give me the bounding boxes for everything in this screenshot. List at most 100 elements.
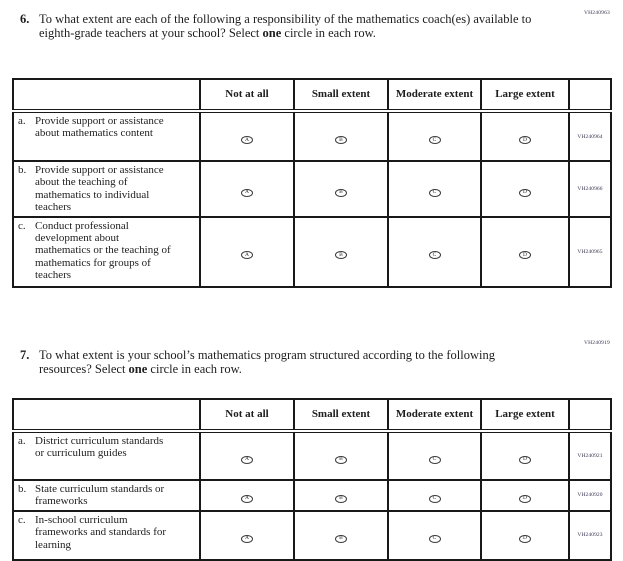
row-label-text: In-school curriculum frameworks and stan… [35, 513, 167, 551]
row-label: b. State curriculum standards or framewor… [12, 479, 201, 512]
row-code: VH240966 [568, 160, 612, 218]
row-label-text: State curriculum standards or frameworks [35, 483, 165, 508]
header-code-column [568, 78, 612, 113]
cell-small-extent: B [293, 479, 389, 512]
header-code-column [568, 398, 612, 433]
cell-moderate-extent: C [387, 215, 482, 288]
question-number: 6. [20, 12, 30, 26]
cell-large-extent: D [480, 215, 570, 288]
row-letter: b. [18, 483, 27, 495]
question-code: VH240963 [583, 10, 610, 16]
column-header-small-extent: Small extent [293, 398, 389, 433]
cell-large-extent: D [480, 110, 570, 162]
row-letter: a. [18, 435, 26, 447]
row-label: c. Conduct professional development about… [12, 215, 201, 288]
answer-bubble-not-at-all[interactable]: A [241, 495, 253, 504]
cell-not-at-all: A [199, 110, 295, 162]
answer-bubble-large-extent[interactable]: D [519, 136, 531, 145]
answer-bubble-small-extent[interactable]: B [335, 188, 347, 197]
column-header-large-extent: Large extent [480, 78, 570, 113]
answer-bubble-moderate-extent[interactable]: C [428, 251, 441, 260]
answer-bubble-not-at-all[interactable]: A [241, 455, 253, 464]
answer-bubble-not-at-all[interactable]: A [241, 535, 253, 544]
row-label: a. District curriculum standards or curri… [12, 430, 201, 481]
cell-moderate-extent: C [387, 110, 482, 162]
question-text: To what extent are each of the following… [39, 12, 538, 40]
cell-not-at-all: A [199, 160, 295, 218]
q7-row-a: a. District curriculum standards or curri… [12, 430, 612, 481]
cell-large-extent: D [480, 160, 570, 218]
row-label-text: Provide support or assistance about math… [35, 115, 164, 140]
answer-bubble-large-extent[interactable]: D [519, 495, 531, 504]
row-label: c. In-school curriculum frameworks and st… [12, 509, 201, 561]
question-code: VH240919 [583, 340, 610, 346]
answer-bubble-small-extent[interactable]: B [335, 535, 347, 544]
answer-bubble-moderate-extent[interactable]: C [428, 495, 441, 504]
column-header-not-at-all: Not at all [199, 398, 295, 433]
q7-row-c: c. In-school curriculum frameworks and st… [12, 509, 612, 561]
cell-moderate-extent: C [387, 160, 482, 218]
cell-small-extent: B [293, 430, 389, 481]
cell-small-extent: B [293, 215, 389, 288]
answer-bubble-large-extent[interactable]: D [519, 251, 531, 260]
row-label-text: Conduct professional development about m… [35, 219, 171, 282]
row-code: VH240923 [568, 509, 612, 561]
answer-bubble-moderate-extent[interactable]: C [428, 188, 441, 197]
row-code: VH240964 [568, 110, 612, 162]
column-header-small-extent: Small extent [293, 78, 389, 113]
row-code: VH240965 [568, 215, 612, 288]
row-letter: c. [18, 219, 26, 232]
answer-bubble-moderate-extent[interactable]: C [428, 535, 441, 544]
row-label: a. Provide support or assistance about ma… [12, 110, 201, 162]
row-label: b. Provide support or assistance about th… [12, 160, 201, 218]
header-empty-stub [12, 78, 201, 113]
q6-row-c: c. Conduct professional development about… [12, 215, 612, 288]
q7-response-grid: Not at all Small extent Moderate extent … [12, 398, 612, 561]
answer-bubble-small-extent[interactable]: B [335, 495, 347, 504]
question-number: 7. [20, 348, 30, 362]
column-header-not-at-all: Not at all [199, 78, 295, 113]
row-code: VH240921 [568, 430, 612, 481]
cell-large-extent: D [480, 509, 570, 561]
answer-bubble-moderate-extent[interactable]: C [428, 455, 441, 464]
q6-header-row: Not at all Small extent Moderate extent … [12, 78, 612, 113]
answer-bubble-large-extent[interactable]: D [519, 188, 531, 197]
answer-bubble-large-extent[interactable]: D [519, 455, 531, 464]
answer-bubble-small-extent[interactable]: B [335, 136, 347, 145]
question-text-bold: one [128, 361, 148, 376]
question-text-segment: circle in each row. [147, 361, 242, 376]
answer-bubble-small-extent[interactable]: B [335, 455, 347, 464]
row-letter: b. [18, 164, 27, 176]
question-text-segment: circle in each row. [281, 25, 376, 40]
answer-bubble-moderate-extent[interactable]: C [428, 136, 441, 145]
cell-small-extent: B [293, 160, 389, 218]
question-6: 6. To what extent are each of the follow… [20, 12, 538, 40]
question-7: 7. To what extent is your school’s mathe… [20, 348, 538, 376]
answer-bubble-not-at-all[interactable]: A [241, 251, 253, 260]
answer-bubble-not-at-all[interactable]: A [241, 188, 253, 197]
row-code: VH240920 [568, 479, 612, 512]
cell-large-extent: D [480, 430, 570, 481]
q6-row-b: b. Provide support or assistance about th… [12, 160, 612, 218]
cell-moderate-extent: C [387, 430, 482, 481]
column-header-moderate-extent: Moderate extent [387, 78, 482, 113]
q7-header-row: Not at all Small extent Moderate extent … [12, 398, 612, 433]
header-empty-stub [12, 398, 201, 433]
q6-response-grid: Not at all Small extent Moderate extent … [12, 78, 612, 288]
cell-not-at-all: A [199, 479, 295, 512]
question-text-bold: one [262, 25, 282, 40]
answer-bubble-large-extent[interactable]: D [519, 535, 531, 544]
answer-bubble-small-extent[interactable]: B [335, 251, 347, 260]
cell-not-at-all: A [199, 215, 295, 288]
q7-row-b: b. State curriculum standards or framewor… [12, 479, 612, 512]
question-text: To what extent is your school’s mathemat… [39, 348, 538, 376]
question-text-segment: To what extent is your school’s mathemat… [39, 348, 495, 376]
cell-not-at-all: A [199, 509, 295, 561]
cell-small-extent: B [293, 110, 389, 162]
cell-large-extent: D [480, 479, 570, 512]
answer-bubble-not-at-all[interactable]: A [241, 136, 253, 145]
row-letter: a. [18, 115, 26, 127]
q6-row-a: a. Provide support or assistance about ma… [12, 110, 612, 162]
column-header-large-extent: Large extent [480, 398, 570, 433]
